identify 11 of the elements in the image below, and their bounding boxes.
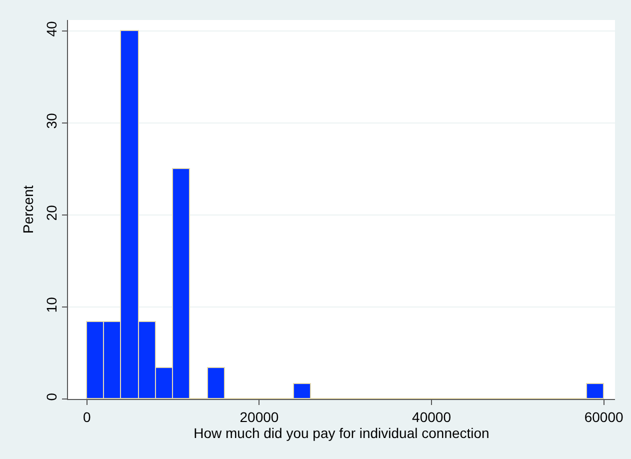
x-tick-label: 60000	[584, 408, 624, 425]
x-axis-title: How much did you pay for individual connection	[194, 425, 490, 442]
y-axis-title: Percent	[20, 185, 36, 234]
y-tick-label: 30	[43, 112, 60, 129]
x-tick-label: 20000	[240, 408, 279, 425]
y-tick-label: 0	[43, 392, 60, 401]
y-tick-label: 20	[43, 204, 60, 221]
y-tick-label: 40	[43, 20, 60, 37]
x-tick-label: 40000	[412, 408, 452, 425]
y-tick-label: 10	[43, 296, 60, 313]
x-tick-label: 0	[83, 408, 92, 425]
